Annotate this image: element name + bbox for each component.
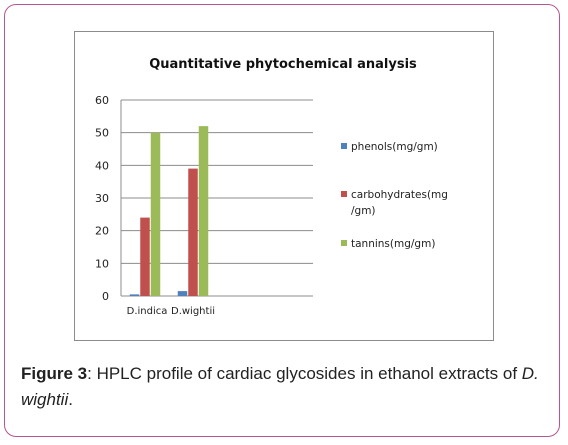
legend-label: /gm) <box>351 205 376 217</box>
chart-area: Quantitative phytochemical analysis 0 10 2… <box>74 31 494 341</box>
y-tick-label: 50 <box>95 127 109 140</box>
legend-swatch <box>341 191 347 197</box>
figure-frame: Quantitative phytochemical analysis 0 10 2… <box>4 4 560 437</box>
bar-chart: Quantitative phytochemical analysis 0 10 2… <box>95 57 448 317</box>
figure-caption: Figure 3: HPLC profile of cardiac glycos… <box>21 361 541 413</box>
bar-2-0 <box>150 132 161 296</box>
chart-title: Quantitative phytochemical analysis <box>149 57 417 72</box>
y-tick-label: 40 <box>95 159 109 172</box>
bar-0-1 <box>177 291 188 296</box>
legend-label: phenols(mg/gm) <box>351 141 438 153</box>
y-tick-label: 0 <box>102 290 109 303</box>
bar-1-0 <box>140 217 150 296</box>
bar-1-1 <box>188 168 198 296</box>
caption-text: : HPLC profile of cardiac glycosides in … <box>87 364 522 383</box>
y-tick-label: 30 <box>95 192 109 205</box>
legend-swatch <box>341 240 347 246</box>
bar-2-1 <box>198 126 209 296</box>
x-tick-label: D.wightii <box>171 306 215 317</box>
legend-swatch <box>341 143 347 149</box>
y-tick-label: 20 <box>95 225 109 238</box>
caption-end: . <box>68 390 73 409</box>
caption-species: D. wightii <box>21 364 539 409</box>
legend-label: tannins(mg/gm) <box>351 238 435 250</box>
y-tick-label: 60 <box>95 94 109 107</box>
bar-0-0 <box>129 294 140 296</box>
y-tick-label: 10 <box>95 257 109 270</box>
legend-label: carbohydrates(mg <box>351 189 448 201</box>
caption-label: Figure 3 <box>21 364 88 383</box>
x-tick-label: D.indica <box>127 306 168 317</box>
